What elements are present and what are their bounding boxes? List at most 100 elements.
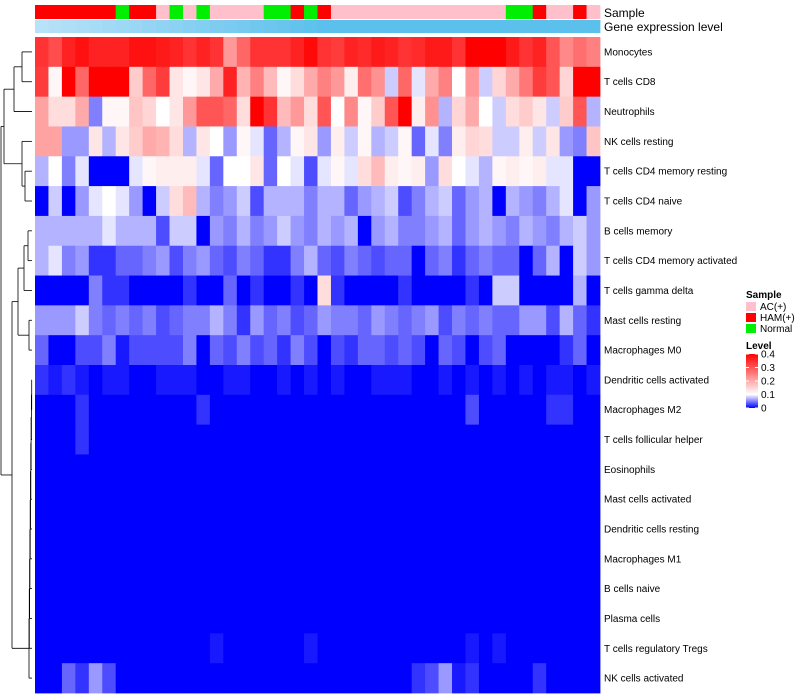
heatmap-cell (75, 66, 90, 98)
heatmap-cell (546, 215, 561, 247)
heatmap-cell (425, 275, 439, 306)
heatmap-cell (398, 454, 413, 485)
heatmap-cell (290, 126, 305, 157)
heatmap-cell (236, 275, 251, 306)
heatmap-cell (35, 514, 49, 545)
heatmap-cell (532, 66, 547, 98)
heatmap-cell (115, 543, 130, 575)
heatmap-cell (35, 275, 49, 306)
heatmap-cell (129, 126, 144, 157)
heatmap-cell (142, 394, 157, 426)
heatmap-cell (236, 96, 251, 127)
heatmap-cell (236, 573, 251, 604)
heatmap-cell (357, 215, 372, 247)
heatmap-cell (371, 37, 386, 68)
gene-expression-cell (290, 20, 305, 33)
heatmap-cell (357, 663, 372, 694)
sample-annotation-cell (465, 5, 480, 19)
heatmap-cell (411, 543, 426, 575)
heatmap-cell (505, 543, 520, 575)
heatmap-cell (223, 365, 238, 396)
heatmap-cell (438, 37, 453, 68)
heatmap-cell (35, 633, 49, 664)
heatmap-cell (546, 603, 561, 634)
heatmap-cell (478, 126, 493, 157)
heatmap-cell (48, 186, 63, 217)
heatmap-cell (129, 663, 144, 694)
heatmap-cell (290, 186, 305, 217)
heatmap-cell (438, 126, 453, 157)
heatmap-cell (519, 37, 534, 68)
heatmap-cell (169, 633, 184, 664)
heatmap-cell (559, 603, 574, 634)
heatmap-cell (48, 454, 63, 485)
heatmap-cell (532, 37, 547, 68)
heatmap-cell (304, 365, 318, 396)
heatmap-cell (586, 126, 601, 157)
heatmap-cell (35, 66, 49, 98)
gene-expression-cell (465, 20, 480, 33)
heatmap-cell (384, 424, 399, 455)
heatmap-cell (75, 335, 90, 366)
heatmap-cell (438, 543, 453, 575)
heatmap-cell (35, 365, 49, 396)
heatmap-cell (546, 633, 561, 664)
heatmap-cell (425, 633, 439, 664)
heatmap-cell (586, 514, 601, 545)
heatmap-cell (546, 573, 561, 604)
heatmap-cell (169, 663, 184, 694)
heatmap-cell (61, 424, 76, 455)
heatmap-cell (75, 663, 90, 694)
heatmap-cell (411, 126, 426, 157)
heatmap-cell (61, 126, 76, 157)
heatmap-cell (465, 126, 480, 157)
sample-annotation-cell (182, 5, 197, 19)
row-label: B cells naive (604, 584, 661, 595)
heatmap-cell (465, 335, 480, 366)
heatmap-cell (88, 394, 103, 426)
heatmap-cell (209, 37, 224, 68)
heatmap-cell (169, 424, 184, 455)
heatmap-cell (142, 37, 157, 68)
heatmap-cell (223, 484, 238, 515)
heatmap-cell (223, 245, 238, 276)
heatmap-cell (425, 66, 439, 98)
heatmap-cell (102, 335, 117, 366)
heatmap-cell (398, 66, 413, 98)
row-label: Eosinophils (604, 465, 655, 476)
heatmap-cell (290, 365, 305, 396)
heatmap-cell (156, 37, 170, 68)
heatmap-cell (35, 37, 49, 68)
sample-annotation-cell (250, 5, 265, 19)
heatmap-cell (317, 96, 332, 127)
heatmap-cell (586, 96, 601, 127)
heatmap-cell (156, 305, 170, 336)
heatmap-cell (169, 156, 184, 187)
heatmap-cell (317, 543, 332, 575)
heatmap-cell (546, 543, 561, 575)
heatmap-cell (48, 633, 63, 664)
heatmap-cell (61, 156, 76, 187)
heatmap-cell (75, 454, 90, 485)
heatmap-cell (357, 394, 372, 426)
heatmap-cell (492, 454, 507, 485)
heatmap-cell (344, 454, 359, 485)
heatmap-cell (223, 96, 238, 127)
heatmap-cell (559, 186, 574, 217)
gene-expression-cell (236, 20, 251, 33)
heatmap-cell (559, 215, 574, 247)
heatmap-cell (573, 66, 587, 98)
heatmap-cell (209, 603, 224, 634)
heatmap-cell (532, 96, 547, 127)
gene-expression-cell (586, 20, 601, 33)
heatmap-cell (330, 603, 345, 634)
heatmap-cell (115, 454, 130, 485)
heatmap-cell (573, 543, 587, 575)
heatmap-cell (156, 663, 170, 694)
heatmap-cell (304, 186, 318, 217)
heatmap-cell (129, 66, 144, 98)
heatmap-cell (411, 96, 426, 127)
heatmap-cell (384, 484, 399, 515)
heatmap-cell (573, 424, 587, 455)
heatmap-cell (209, 215, 224, 247)
